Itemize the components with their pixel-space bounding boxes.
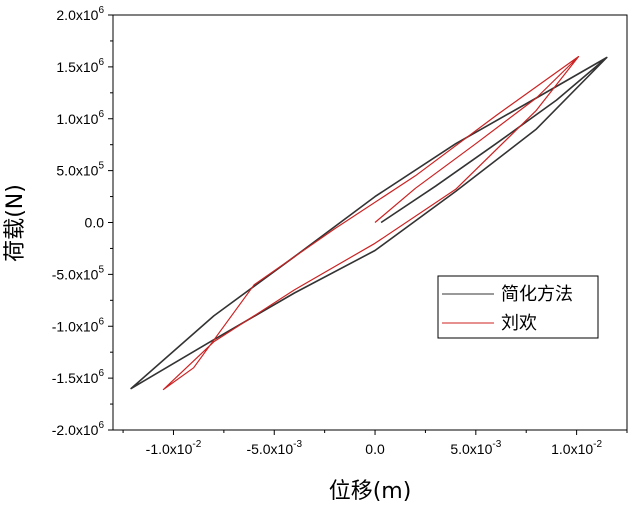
y-tick-label-7: -1.5x106 bbox=[52, 368, 105, 386]
x-tick-label-0: -1.0x10-2 bbox=[146, 439, 202, 457]
y-tick-label-1: 1.5x106 bbox=[56, 57, 104, 75]
y-tick-label-4: 0.0 bbox=[85, 215, 105, 231]
legend-label-series-1: 刘欢 bbox=[501, 313, 537, 334]
series-layer bbox=[130, 55, 608, 391]
x-axis-title: 位移(m) bbox=[329, 479, 412, 504]
y-tick-label-5: -5.0x105 bbox=[52, 264, 105, 282]
x-axis-ticks: -1.0x10-2 -5.0x10-3 0.0 5.0x10-3 1.0x10-2 bbox=[122, 430, 628, 457]
legend: 简化方法 刘欢 bbox=[437, 275, 599, 339]
legend-box bbox=[437, 275, 599, 339]
y-axis-ticks: 2.0x106 1.5x106 1.0x106 5.0x105 0.0 -5.0x105 -… bbox=[52, 5, 113, 438]
x-tick-label-2: 0.0 bbox=[365, 441, 385, 457]
x-tick-label-4: 1.0x10-2 bbox=[551, 439, 602, 457]
y-tick-label-0: 2.0x106 bbox=[56, 5, 104, 23]
x-tick-label-1: -5.0x10-3 bbox=[246, 439, 302, 457]
legend-label-series-0: 简化方法 bbox=[501, 284, 573, 305]
y-tick-label-3: 5.0x105 bbox=[56, 161, 104, 179]
y-tick-label-6: -1.0x106 bbox=[52, 316, 105, 334]
y-tick-label-2: 1.0x106 bbox=[56, 109, 104, 127]
y-tick-label-8: -2.0x106 bbox=[52, 420, 105, 438]
y-axis-title: 荷载(N) bbox=[3, 184, 28, 262]
series-line-1 bbox=[162, 55, 580, 391]
x-tick-label-3: 5.0x10-3 bbox=[450, 439, 501, 457]
series-line-0 bbox=[130, 56, 608, 390]
